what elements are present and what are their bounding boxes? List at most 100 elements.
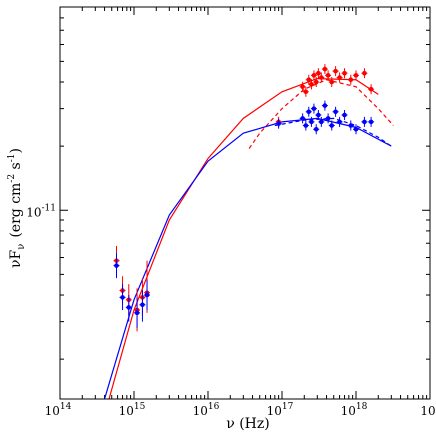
red-marker [316,70,321,76]
x-tick-label-exp: 15 [134,402,146,412]
x-tick-label-base: 10 [341,404,356,418]
blue-marker [342,112,347,118]
blue-data-point [318,116,325,127]
red-marker [303,89,309,95]
y-axis-title-exp2: -1 [7,153,17,162]
blue-model-solid-line [103,117,392,400]
blue-marker [325,116,331,121]
blue-data-point [332,106,339,117]
model-curves [103,78,394,400]
blue-marker [309,119,314,125]
red-model-solid-line [108,78,379,400]
blue-marker [126,305,132,310]
blue-marker [300,116,305,121]
blue-marker [120,295,125,300]
minor-ticks [60,7,430,399]
blue-data-point [313,124,320,135]
blue-marker [333,109,338,115]
blue-data-point [302,120,309,131]
red-data-point [341,68,348,79]
blue-data-point [321,100,328,111]
blue-model-dashed-line [274,117,392,147]
blue-marker [368,119,374,125]
blue-marker [348,123,354,128]
x-tick-label-base: 10 [420,404,435,418]
blue-marker [306,109,312,115]
blue-marker [337,119,342,125]
red-data-point [299,81,306,92]
y-axis-title: νFν (erg cm-2 s-1) [7,148,27,268]
blue-data-point [353,124,359,135]
blue-marker [303,123,309,128]
blue-data-point [113,253,120,279]
blue-marker [362,119,367,125]
blue-marker [311,106,317,111]
red-marker [306,77,312,83]
red-data-point [302,86,309,97]
red-marker [322,66,328,72]
blue-data-point [325,113,332,124]
x-tick-label: 1014 [45,402,72,418]
red-data-point [332,66,339,77]
x-tick-label: 1017 [267,402,294,418]
blue-marker [353,126,359,132]
red-data-point [313,77,320,88]
blue-marker [319,119,324,125]
blue-data-point [315,110,322,121]
red-model-dashed-line [248,79,394,149]
red-data-point [315,68,322,79]
y-axis-title-sub: ν [16,244,27,250]
blue-marker [322,103,328,108]
data-points [113,64,375,332]
plot-area [60,7,430,399]
red-marker [311,73,317,78]
red-data-point [328,77,335,88]
blue-marker [134,310,140,316]
red-data-point [347,74,354,85]
red-marker [348,77,354,83]
blue-data-point [139,290,146,322]
y-axis-title-units-mid: s [8,162,24,174]
blue-marker [276,121,281,126]
x-tick-label-base: 10 [45,404,60,418]
x-axis-title: ν (Hz) [226,416,269,432]
blue-data-point [347,120,354,131]
x-tick-label: 1015 [119,402,146,418]
x-tick-label-exp: 16 [208,402,220,412]
y-tick-label-base: 10 [26,205,41,219]
red-marker [333,68,338,74]
blue-marker [144,292,150,298]
x-tick-label-exp: 14 [60,402,72,412]
blue-marker [329,123,335,128]
blue-data-point [368,116,375,127]
x-tick-label-base: 10 [193,404,208,418]
blue-marker [316,112,321,118]
blue-data-point [119,284,126,311]
red-data-point [308,79,315,90]
red-marker [319,75,324,80]
x-tick-label-exp: 18 [356,402,368,412]
x-tick-label: 1016 [193,402,220,418]
blue-data-point [310,103,317,114]
x-tick-label-base: 10 [119,404,134,418]
red-data-point [336,72,343,83]
x-tick-label-exp: 17 [282,402,294,412]
red-marker [337,75,342,80]
blue-data-point [361,116,368,127]
red-marker [353,73,359,78]
red-data-point [310,70,317,81]
red-data-point [318,72,325,83]
blue-data-point [134,297,141,329]
red-marker [309,82,314,87]
red-marker [342,70,347,76]
y-tick-label-exp: -11 [42,203,57,213]
red-marker [313,79,319,85]
x-tick-label-base: 10 [267,404,282,418]
red-marker [325,73,331,78]
svg-text:νFν(erg cm-2 s-1): νFν (erg cm-2 s-1) [7,148,27,268]
red-marker [300,84,305,90]
blue-data-point [144,280,151,311]
blue-data-point [308,116,315,127]
